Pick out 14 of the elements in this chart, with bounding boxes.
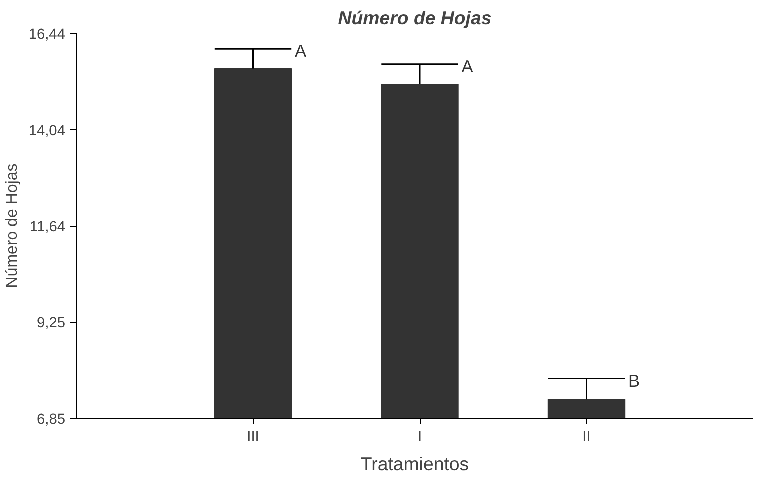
y-tick-label: 9,25 (36, 316, 66, 332)
annotation: B (628, 370, 640, 391)
y-tick-label: 14,04 (28, 123, 66, 140)
y-tick-label: 16,44 (28, 27, 66, 43)
annotation: A (462, 56, 474, 76)
chart-title: Número de Hojas (338, 8, 492, 28)
annotation: A (294, 41, 307, 62)
x-tick-label: I (418, 430, 422, 446)
x-tick-label: III (247, 430, 260, 446)
y-axis-title: Número de Hojas (4, 164, 21, 288)
x-axis-title: Tratamientos (360, 454, 470, 474)
x-tick-label: II (582, 430, 591, 446)
y-tick-label: 6,85 (36, 412, 66, 428)
y-tick-label: 11,64 (30, 220, 66, 236)
